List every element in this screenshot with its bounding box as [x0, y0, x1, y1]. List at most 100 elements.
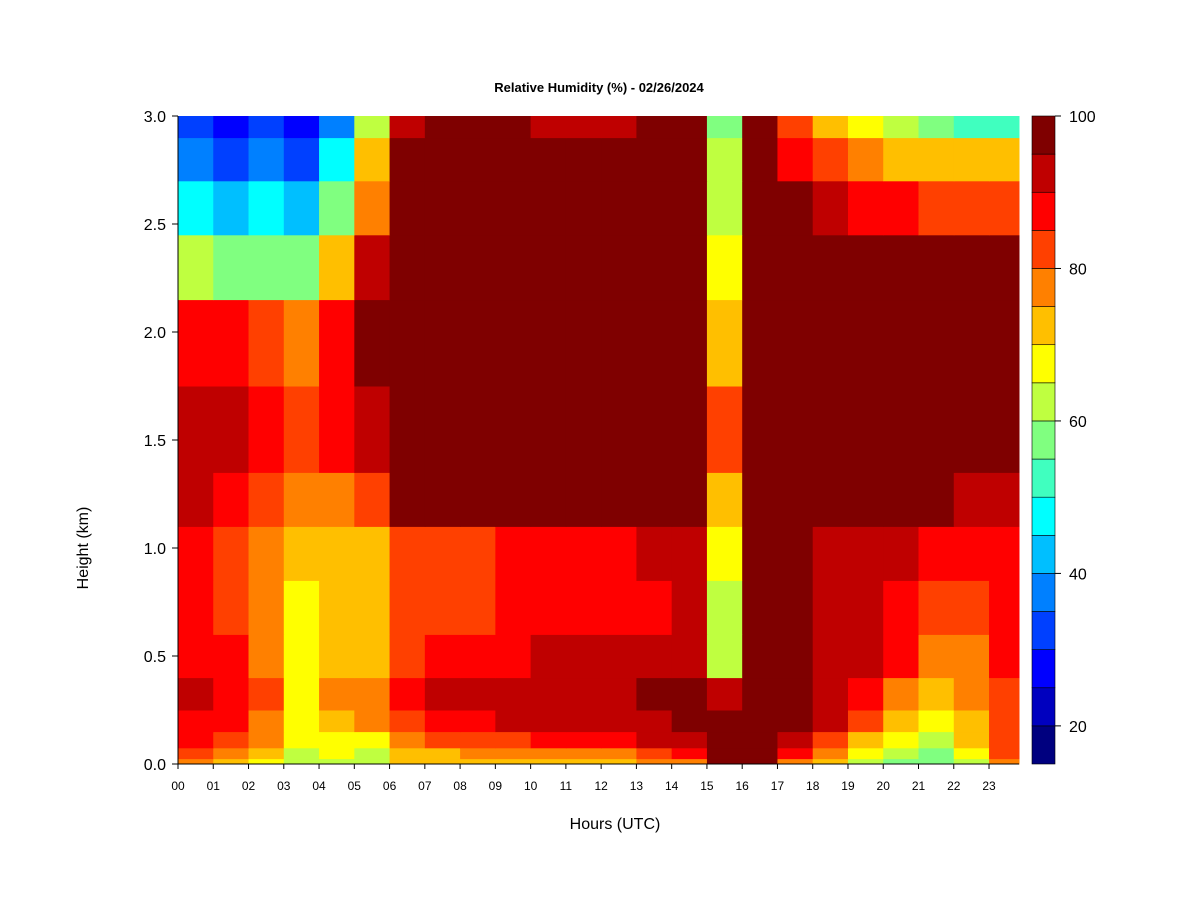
heatmap-cell: [283, 137, 320, 182]
heatmap-cell: [918, 116, 955, 139]
heatmap-cell: [636, 758, 673, 765]
x-tick-label: 21: [912, 779, 926, 793]
colorbar-swatch: [1031, 420, 1056, 460]
heatmap-cell: [495, 234, 532, 301]
heatmap-cell: [671, 580, 708, 635]
heatmap-cell: [847, 634, 884, 679]
heatmap-cell: [389, 526, 426, 581]
heatmap-cell: [248, 299, 285, 387]
heatmap-cell: [460, 234, 496, 301]
x-tick-label: 01: [207, 779, 221, 793]
heatmap-cell: [460, 731, 496, 749]
x-tick-label: 04: [312, 779, 326, 793]
heatmap-cell: [530, 526, 567, 581]
x-tick-label: 07: [418, 779, 432, 793]
heatmap-cell: [178, 758, 214, 765]
heatmap-cell: [883, 634, 919, 679]
heatmap-cell: [883, 580, 919, 635]
heatmap-cell: [601, 137, 637, 182]
heatmap-cell: [389, 137, 426, 182]
heatmap-cell: [424, 677, 461, 711]
heatmap-cell: [178, 299, 214, 387]
heatmap-cell: [495, 386, 532, 473]
heatmap-cell: [989, 731, 1020, 749]
heatmap-cell: [883, 731, 919, 749]
heatmap-cell: [671, 634, 708, 679]
heatmap-cell: [424, 386, 461, 473]
heatmap-cell: [989, 758, 1020, 765]
heatmap-cell: [178, 731, 214, 749]
heatmap-cell: [989, 677, 1020, 711]
heatmap-cell: [636, 386, 673, 473]
heatmap-cell: [636, 180, 673, 236]
heatmap-cell: [812, 386, 849, 473]
heatmap-cell: [706, 580, 743, 635]
heatmap-cell: [953, 116, 990, 139]
heatmap-cell: [319, 634, 355, 679]
heatmap-cell: [213, 526, 250, 581]
heatmap-cell: [354, 299, 391, 387]
heatmap-cell: [989, 386, 1020, 473]
heatmap-cell: [565, 526, 602, 581]
heatmap-cell: [847, 137, 884, 182]
heatmap-cell: [283, 472, 320, 527]
heatmap-cell: [248, 677, 285, 711]
heatmap-cell: [847, 758, 884, 765]
heatmap-cell: [777, 580, 814, 635]
heatmap-cell: [601, 116, 637, 139]
heatmap-cell: [460, 180, 496, 236]
heatmap-cell: [424, 747, 461, 760]
heatmap-cell: [248, 137, 285, 182]
heatmap-cell: [777, 116, 814, 139]
heatmap-cell: [283, 116, 320, 139]
heatmap-cell: [989, 526, 1020, 581]
heatmap-cell: [671, 137, 708, 182]
heatmap-cell: [706, 758, 743, 765]
heatmap-cell: [389, 731, 426, 749]
heatmap-cell: [178, 472, 214, 527]
heatmap-cell: [248, 634, 285, 679]
colorbar-swatch: [1031, 687, 1056, 727]
heatmap-cell: [213, 234, 250, 301]
heatmap-cell: [706, 710, 743, 733]
heatmap-cell: [671, 747, 708, 760]
heatmap-cell: [883, 710, 919, 733]
heatmap-cell: [460, 634, 496, 679]
heatmap-cell: [283, 386, 320, 473]
x-tick-label: 11: [560, 779, 573, 793]
heatmap-cell: [706, 472, 743, 527]
heatmap-cell: [424, 234, 461, 301]
heatmap-cell: [495, 116, 532, 139]
heatmap-cell: [213, 677, 250, 711]
heatmap-cell: [918, 731, 955, 749]
heatmap-cell: [918, 137, 955, 182]
heatmap-cell: [706, 116, 743, 139]
heatmap-cell: [883, 758, 919, 765]
heatmap-cell: [671, 234, 708, 301]
heatmap-cell: [847, 299, 884, 387]
x-tick-label: 18: [806, 779, 820, 793]
x-tick-label: 06: [383, 779, 397, 793]
heatmap-cell: [883, 180, 919, 236]
heatmap-cell: [354, 180, 391, 236]
heatmap-cell: [918, 180, 955, 236]
colorbar-swatch: [1031, 382, 1056, 422]
heatmap-cell: [636, 137, 673, 182]
heatmap-cell: [671, 180, 708, 236]
heatmap-cell: [248, 758, 285, 765]
heatmap-cell: [213, 758, 250, 765]
heatmap-cell: [706, 677, 743, 711]
heatmap-cell: [706, 747, 743, 760]
heatmap-cell: [389, 299, 426, 387]
heatmap-cell: [319, 710, 355, 733]
colorbar-swatch: [1031, 573, 1056, 612]
heatmap-cell: [530, 137, 567, 182]
heatmap-cell: [213, 580, 250, 635]
heatmap-cell: [706, 386, 743, 473]
heatmap-cell: [354, 710, 391, 733]
heatmap-cell: [389, 710, 426, 733]
heatmap-cell: [565, 710, 602, 733]
heatmap-cell: [918, 386, 955, 473]
heatmap-cell: [495, 747, 532, 760]
heatmap-cell: [953, 580, 990, 635]
